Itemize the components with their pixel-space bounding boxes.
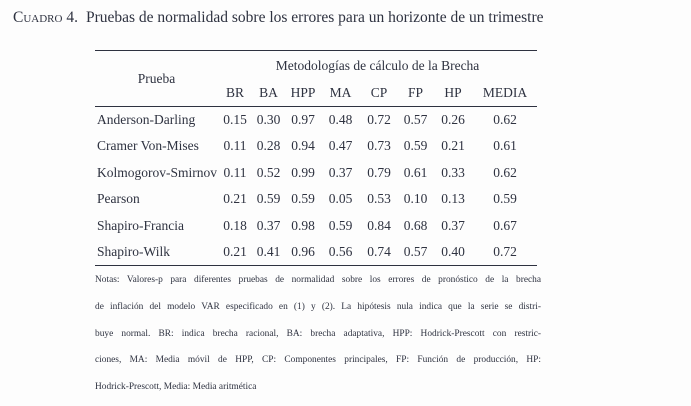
cell-value: 0.73 — [367, 138, 391, 154]
cell-value: 0.59 — [403, 138, 428, 154]
cell-value: 0.56 — [321, 239, 360, 266]
table-row-shapiro-francia: Shapiro-Francia 0.18 0.37 0.98 0.59 0.84… — [95, 213, 537, 240]
table-row-anderson-darling: Anderson-Darling 0.15 0.30 0.97 0.48 0.7… — [95, 107, 537, 134]
cell-value: 0.18 — [223, 217, 247, 233]
cell-value: 0.84 — [367, 217, 391, 233]
table-row-cramer-von-mises: Cramer Von-Mises 0.11 0.28 0.94 0.47 0.7… — [95, 133, 537, 160]
table-row-kolmogorov-smirnov: Kolmogorov-Smirnov 0.11 0.52 0.99 0.37 0… — [95, 160, 537, 187]
cell-value: 0.37 — [256, 217, 281, 233]
cell-value: 0.57 — [398, 239, 433, 266]
cell-value: 0.37 — [441, 217, 465, 233]
cell-value: 0.94 — [291, 138, 315, 154]
column-header-ma: MA — [321, 80, 360, 107]
cell-value: 0.61 — [493, 138, 517, 154]
cell-value: 0.61 — [403, 164, 428, 180]
column-header-ba: BA — [252, 80, 285, 107]
cell-value: 0.59 — [328, 217, 353, 233]
cell-value: 0.68 — [403, 217, 428, 233]
cell-value: 0.30 — [256, 112, 281, 127]
cell-value: 0.72 — [473, 239, 538, 266]
header-labels-row: BR BA HPP MA CP FP HP MEDIA — [95, 80, 538, 107]
cell-value: 0.33 — [441, 164, 465, 180]
column-header-hpp: HPP — [285, 80, 321, 107]
cell-value: 0.47 — [328, 138, 353, 154]
row-label: Anderson-Darling — [97, 112, 196, 127]
cell-value: 0.52 — [256, 164, 281, 180]
caption-label: Cuadro 4. — [13, 9, 78, 26]
cell-value: 0.15 — [223, 112, 247, 127]
cell-value: 0.67 — [493, 217, 517, 233]
cell-value: 0.62 — [493, 164, 517, 180]
column-header-prueba: Prueba — [95, 50, 218, 107]
row-label: Shapiro-Wilk — [95, 239, 218, 266]
cell-value: 0.59 — [256, 191, 281, 207]
cell-value: 0.62 — [493, 112, 517, 127]
cell-value: 0.41 — [252, 239, 285, 266]
note-line: de inflación del modelo VAR especificado… — [95, 301, 541, 312]
cell-value: 0.26 — [441, 112, 465, 127]
cell-value: 0.28 — [256, 138, 281, 154]
cell-value: 0.72 — [367, 112, 391, 127]
column-header-media: MEDIA — [473, 80, 538, 107]
table-notes: Notas: Valores-p para diferentes pruebas… — [95, 267, 541, 401]
cell-value: 0.21 — [441, 138, 465, 154]
cell-value: 0.57 — [403, 112, 428, 127]
cell-value: 0.97 — [291, 112, 315, 127]
table-row-shapiro-wilk: Shapiro-Wilk 0.21 0.41 0.96 0.56 0.74 0.… — [95, 239, 538, 266]
column-header-cp: CP — [360, 80, 398, 107]
cell-value: 0.53 — [367, 191, 391, 207]
cell-value: 0.48 — [328, 112, 353, 127]
row-label: Pearson — [97, 191, 140, 207]
cell-value: 0.59 — [291, 191, 315, 207]
note-line: Notas: Valores-p para diferentes pruebas… — [95, 275, 541, 285]
column-header-fp: FP — [398, 80, 433, 107]
group-header-metodologias: Metodologías de cálculo de la Brecha — [275, 57, 480, 73]
cell-value: 0.11 — [223, 138, 247, 154]
cell-value: 0.96 — [285, 239, 321, 266]
row-label: Shapiro-Francia — [97, 217, 184, 233]
cell-value: 0.21 — [223, 191, 247, 207]
cell-value: 0.74 — [360, 239, 398, 266]
note-line: ciones, MA: Media móvil de HPP, CP: Comp… — [95, 355, 541, 366]
note-line: buye normal. BR: indica brecha racional,… — [95, 328, 541, 339]
cell-value: 0.40 — [433, 239, 473, 266]
column-header-hp: HP — [433, 80, 473, 107]
normality-tests-table: Prueba Metodologías de cálculo de la Bre… — [95, 50, 538, 266]
cell-value: 0.10 — [403, 191, 428, 207]
cell-value: 0.99 — [291, 164, 315, 180]
row-label: Cramer Von-Mises — [97, 138, 199, 154]
table-row-pearson: Pearson 0.21 0.59 0.59 0.05 0.53 0.10 0.… — [95, 186, 537, 213]
cell-value: 0.11 — [223, 164, 247, 180]
caption-text: Pruebas de normalidad sobre los errores … — [85, 9, 544, 26]
row-label: Kolmogorov-Smirnov — [97, 164, 217, 180]
cell-value: 0.98 — [291, 217, 315, 233]
note-line: Hodrick-Prescott, Media: Media aritmétic… — [95, 382, 257, 393]
cell-value: 0.05 — [328, 191, 353, 207]
cell-value: 0.13 — [441, 191, 465, 207]
cell-value: 0.37 — [328, 164, 353, 180]
cell-value: 0.59 — [493, 191, 517, 207]
cell-value: 0.79 — [367, 164, 391, 180]
header-group-row: Prueba Metodologías de cálculo de la Bre… — [95, 50, 537, 107]
column-header-br: BR — [218, 80, 252, 107]
table-caption: Cuadro 4. Pruebas de normalidad sobre los… — [13, 9, 543, 27]
cell-value: 0.21 — [218, 239, 252, 266]
